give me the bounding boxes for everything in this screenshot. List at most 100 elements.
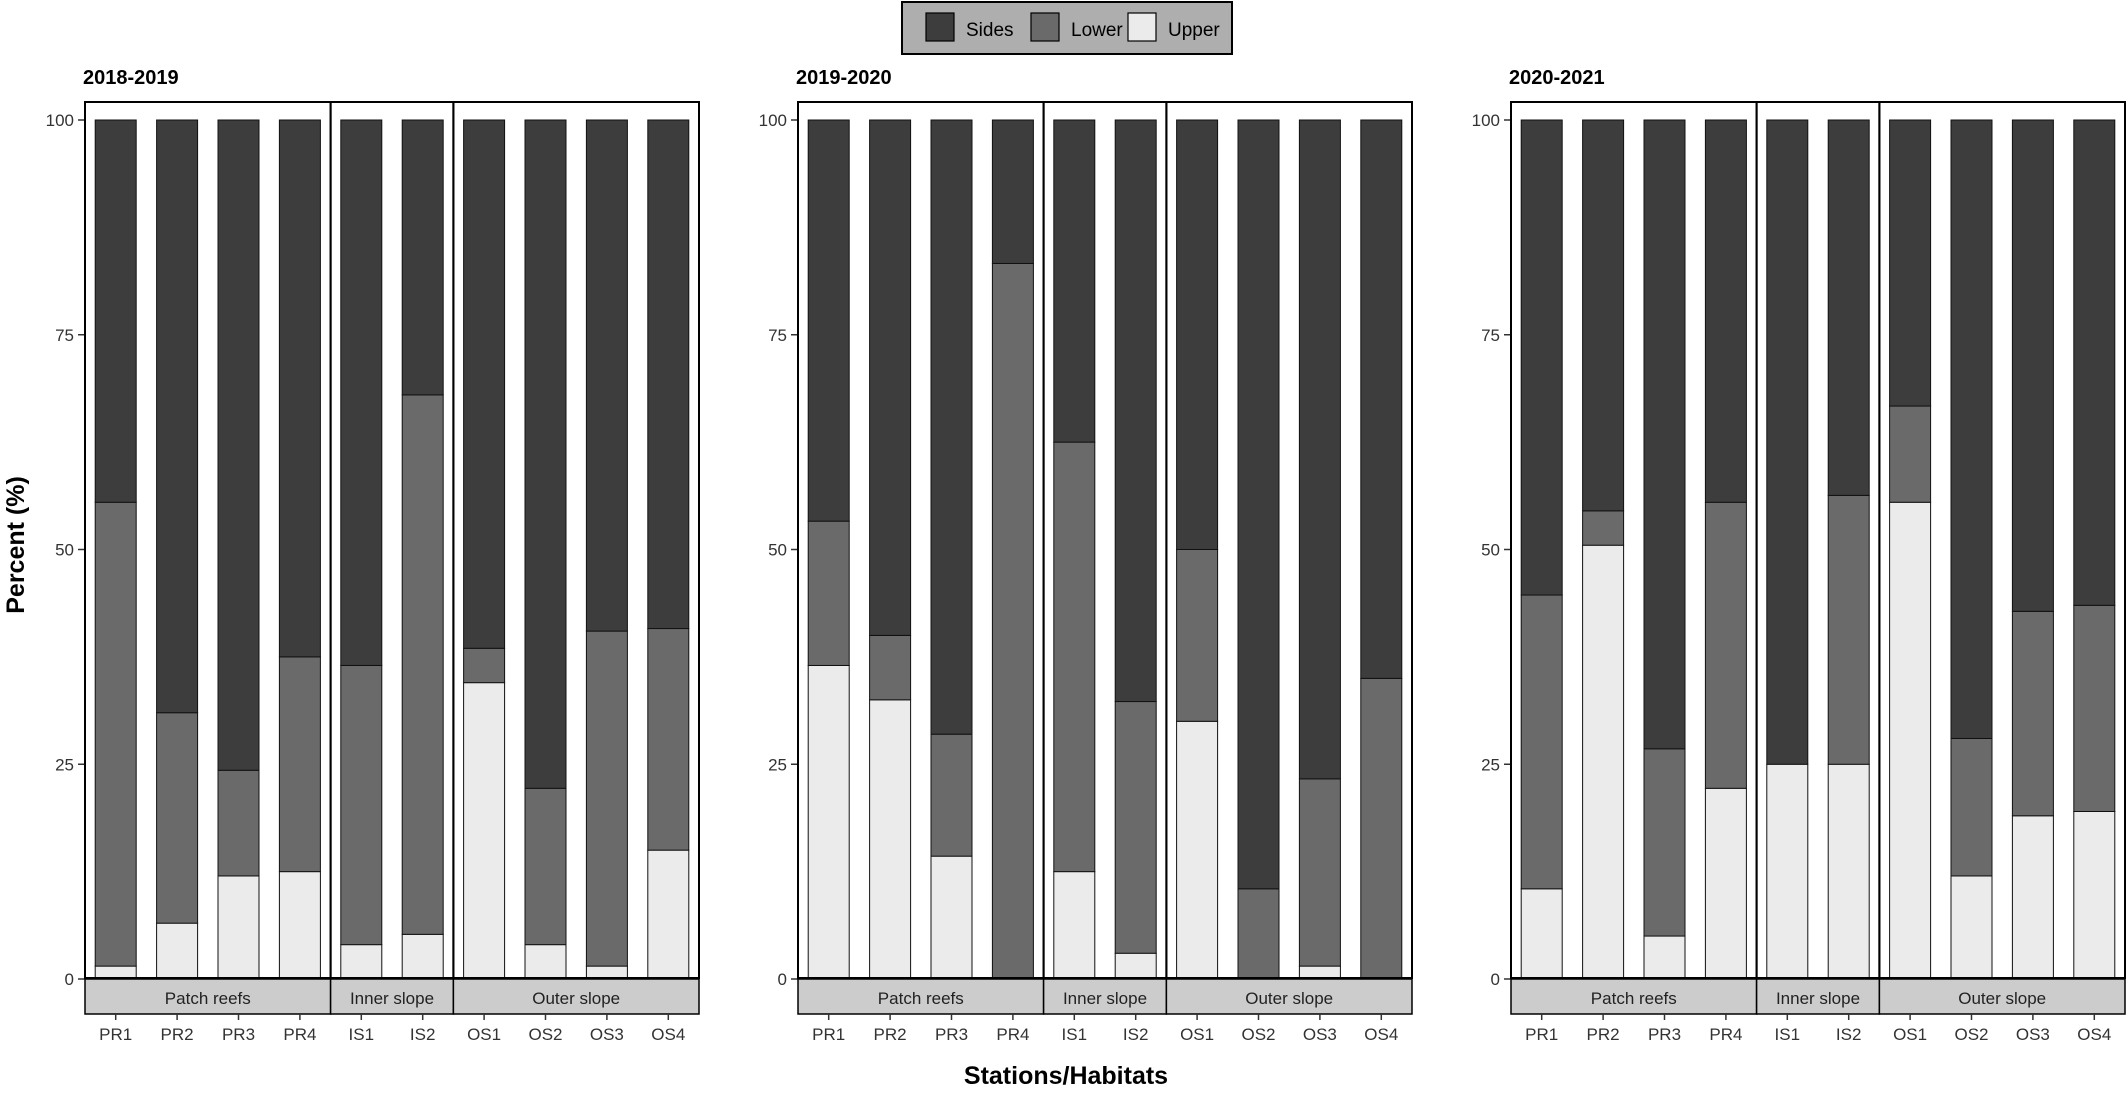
bar-pr3-lower [217, 769, 260, 877]
habitat-strip [1042, 978, 1168, 1015]
bar-is2-sides [1114, 119, 1157, 703]
bar-os2-sides [1950, 119, 1993, 739]
bar-os2-lower [524, 787, 567, 946]
bar-os4-upper [647, 849, 690, 980]
bar-os4-upper [2073, 810, 2116, 980]
bar-pr1-lower [1520, 594, 1563, 890]
bar-is1-upper [1053, 871, 1096, 980]
habitat-strip [1165, 978, 1413, 1015]
y-tick-label: 0 [1491, 970, 1500, 989]
legend-swatch-upper [1127, 12, 1157, 42]
bar-pr1-sides [807, 119, 850, 522]
y-axis-title: Percent (%) [2, 476, 30, 614]
panel-title-0: 2018-2019 [83, 67, 179, 89]
x-tick-label: OS1 [1893, 1025, 1927, 1044]
bar-os4-sides [1360, 119, 1403, 679]
bar-pr1-lower [94, 501, 137, 967]
x-tick-label: OS1 [1180, 1025, 1214, 1044]
bar-is1-sides [1053, 119, 1096, 443]
x-tick-label: IS2 [1123, 1025, 1149, 1044]
bar-is1-lower [1053, 441, 1096, 873]
bar-os4-lower [1360, 677, 1403, 980]
habitat-strip [1755, 978, 1881, 1015]
habitat-strip-label: Inner slope [350, 989, 434, 1008]
bar-pr4-lower [991, 262, 1034, 980]
habitat-strip-label: Patch reefs [165, 989, 251, 1008]
bar-is2-upper [1114, 952, 1157, 980]
bar-pr1-upper [807, 664, 850, 980]
bar-os3-upper [2011, 815, 2054, 980]
bar-os4-lower [647, 628, 690, 851]
bar-pr3-upper [1643, 935, 1686, 980]
x-tick-label: PR4 [996, 1025, 1029, 1044]
y-tick-label: 50 [1481, 541, 1500, 560]
bar-pr4-upper [278, 871, 321, 980]
bar-pr3-upper [217, 875, 260, 980]
y-tick-label: 100 [1472, 111, 1500, 130]
bar-pr4-lower [1704, 501, 1747, 789]
bar-pr3-sides [217, 119, 260, 771]
bar-os1-upper [1889, 501, 1932, 980]
bar-pr1-sides [1520, 119, 1563, 596]
habitat-strip-label: Patch reefs [878, 989, 964, 1008]
bar-os3-sides [2011, 119, 2054, 612]
legend-box [901, 1, 1233, 55]
habitat-strip [452, 978, 700, 1015]
bar-pr3-lower [930, 733, 973, 857]
panel-group-frame [1165, 101, 1414, 979]
x-tick-label: IS1 [1062, 1025, 1088, 1044]
habitat-strip-label: Outer slope [532, 989, 620, 1008]
y-tick-label: 0 [65, 970, 74, 989]
bar-is1-upper [1766, 763, 1809, 980]
x-tick-label: PR2 [1587, 1025, 1620, 1044]
bar-pr2-lower [156, 712, 199, 924]
x-tick-label: PR1 [812, 1025, 845, 1044]
bar-is2-sides [401, 119, 444, 396]
bar-os3-lower [585, 630, 628, 967]
habitat-strip [797, 978, 1045, 1015]
bar-os1-lower [1176, 549, 1219, 722]
habitat-strip-label: Patch reefs [1591, 989, 1677, 1008]
y-tick-label: 75 [1481, 326, 1500, 345]
bar-os4-sides [647, 119, 690, 630]
bar-pr4-upper [1704, 787, 1747, 980]
panel-title-1: 2019-2020 [796, 67, 892, 89]
bar-is2-sides [1827, 119, 1870, 496]
bar-is1-lower [340, 664, 383, 946]
bar-os2-lower [1950, 737, 1993, 877]
bar-pr4-lower [278, 656, 321, 873]
bar-pr2-upper [1582, 544, 1625, 980]
x-tick-label: OS1 [467, 1025, 501, 1044]
x-tick-label: OS3 [2016, 1025, 2050, 1044]
bar-pr2-sides [1582, 119, 1625, 512]
x-tick-label: OS4 [2077, 1025, 2111, 1044]
legend-label-upper: Upper [1168, 20, 1220, 41]
bar-os2-upper [1950, 875, 1993, 980]
x-tick-label: OS2 [528, 1025, 562, 1044]
bar-pr1-upper [1520, 888, 1563, 980]
bar-pr3-sides [1643, 119, 1686, 750]
panel-group-frame [1878, 101, 2127, 979]
x-axis-title: Stations/Habitats [964, 1062, 1168, 1090]
y-tick-label: 75 [768, 326, 787, 345]
legend-label-sides: Sides [966, 20, 1014, 41]
x-tick-label: PR1 [99, 1025, 132, 1044]
bar-os2-upper [524, 944, 567, 980]
bar-pr4-sides [991, 119, 1034, 264]
x-tick-label: PR3 [1648, 1025, 1681, 1044]
legend-label-lower: Lower [1071, 20, 1123, 41]
bar-pr2-sides [156, 119, 199, 714]
x-tick-label: OS2 [1241, 1025, 1275, 1044]
habitat-strip [329, 978, 455, 1015]
legend-swatch-lower [1030, 12, 1060, 42]
x-tick-label: PR4 [283, 1025, 316, 1044]
bar-os1-upper [463, 682, 506, 980]
bar-pr2-upper [869, 699, 912, 980]
bar-pr4-sides [1704, 119, 1747, 503]
panel-group-frame [452, 101, 700, 979]
y-tick-label: 25 [55, 755, 74, 774]
bar-is1-sides [340, 119, 383, 666]
x-tick-label: PR3 [935, 1025, 968, 1044]
y-tick-label: 50 [768, 541, 787, 560]
